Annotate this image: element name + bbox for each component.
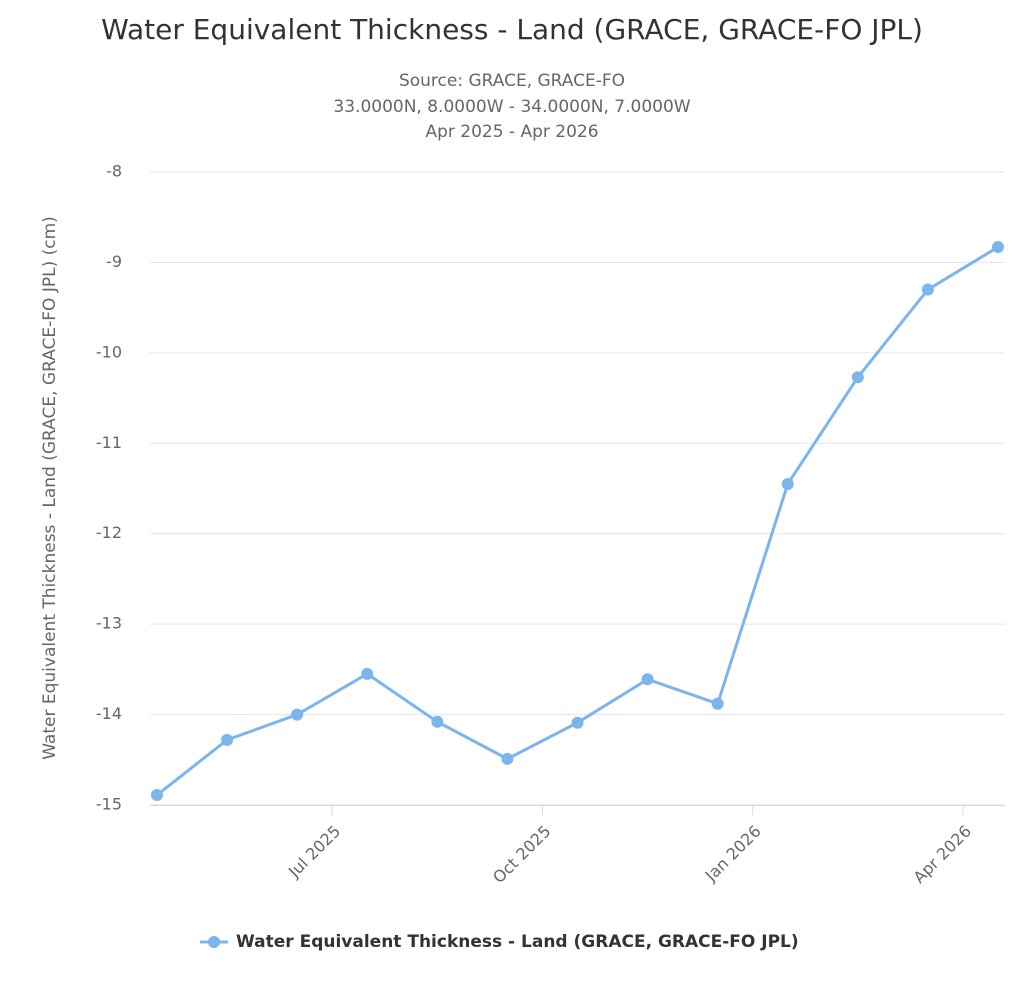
- x-tick-label: Jan 2026: [701, 822, 765, 886]
- legend-label: Water Equivalent Thickness - Land (GRACE…: [236, 932, 799, 952]
- legend-marker: [208, 936, 220, 948]
- y-axis-title: Water Equivalent Thickness - Land (GRACE…: [40, 216, 60, 760]
- data-point: [151, 789, 163, 802]
- y-tick-label: -13: [96, 614, 122, 633]
- chart-subtitle: 33.0000N, 8.0000W - 34.0000N, 7.0000W: [333, 97, 690, 117]
- series-line: [156, 245, 999, 797]
- legend-item[interactable]: Water Equivalent Thickness - Land (GRACE…: [200, 932, 799, 952]
- x-tick-label: Apr 2026: [910, 822, 975, 887]
- chart-title: Water Equivalent Thickness - Land (GRACE…: [101, 13, 923, 46]
- data-point: [992, 241, 1004, 254]
- chart-subtitle: Source: GRACE, GRACE-FO: [399, 71, 625, 91]
- y-tick-label: -15: [96, 795, 122, 814]
- data-point: [431, 715, 444, 728]
- x-tick-label: Jul 2025: [284, 822, 344, 882]
- data-point: [921, 283, 934, 296]
- data-point: [221, 733, 234, 746]
- x-tick-label: Oct 2025: [489, 822, 554, 887]
- y-tick-label: -11: [96, 433, 122, 452]
- data-point: [361, 667, 374, 680]
- y-tick-label: -8: [106, 162, 122, 181]
- y-tick-label: -10: [96, 342, 122, 361]
- data-point: [851, 371, 864, 384]
- data-point: [571, 716, 584, 729]
- data-point: [711, 697, 724, 710]
- data-point: [641, 673, 654, 686]
- y-tick-label: -9: [106, 252, 122, 271]
- chart-subtitle: Apr 2025 - Apr 2026: [425, 122, 598, 142]
- data-point: [781, 477, 794, 490]
- y-tick-label: -12: [96, 523, 122, 542]
- y-tick-label: -14: [96, 704, 122, 723]
- data-point: [501, 752, 514, 765]
- data-point: [291, 708, 304, 721]
